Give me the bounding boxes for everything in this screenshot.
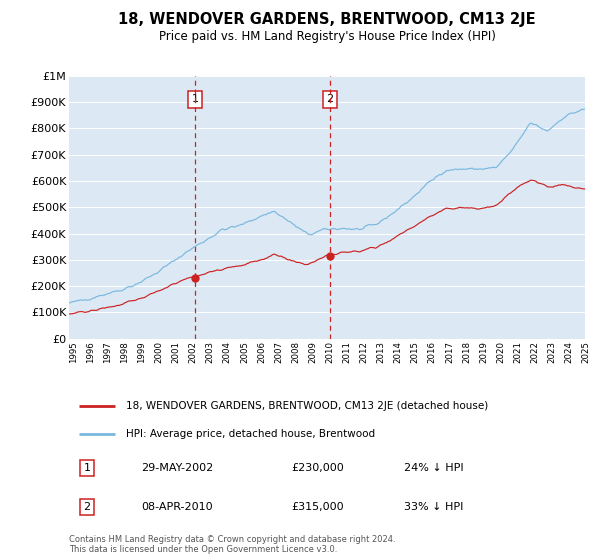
Text: £315,000: £315,000 bbox=[291, 502, 344, 512]
Text: 2020: 2020 bbox=[496, 341, 505, 363]
Text: 1: 1 bbox=[191, 94, 199, 104]
Text: Contains HM Land Registry data © Crown copyright and database right 2024.
This d: Contains HM Land Registry data © Crown c… bbox=[69, 535, 395, 554]
Text: 1998: 1998 bbox=[120, 341, 129, 363]
Text: Price paid vs. HM Land Registry's House Price Index (HPI): Price paid vs. HM Land Registry's House … bbox=[158, 30, 496, 43]
Text: 2005: 2005 bbox=[240, 341, 249, 363]
Text: 2024: 2024 bbox=[565, 341, 574, 363]
Text: £230,000: £230,000 bbox=[291, 463, 344, 473]
Text: 2010: 2010 bbox=[325, 341, 334, 363]
Text: 2023: 2023 bbox=[547, 341, 556, 363]
Text: HPI: Average price, detached house, Brentwood: HPI: Average price, detached house, Bren… bbox=[126, 429, 375, 439]
Text: 1999: 1999 bbox=[137, 341, 146, 362]
Text: 2004: 2004 bbox=[223, 341, 232, 363]
Text: 18, WENDOVER GARDENS, BRENTWOOD, CM13 2JE (detached house): 18, WENDOVER GARDENS, BRENTWOOD, CM13 2J… bbox=[126, 401, 488, 411]
Text: 2003: 2003 bbox=[206, 341, 215, 363]
Text: 2025: 2025 bbox=[581, 341, 590, 363]
Text: 2021: 2021 bbox=[513, 341, 522, 363]
Text: 2: 2 bbox=[83, 502, 91, 512]
Text: 2019: 2019 bbox=[479, 341, 488, 363]
Text: 2017: 2017 bbox=[445, 341, 454, 363]
Text: 08-APR-2010: 08-APR-2010 bbox=[141, 502, 213, 512]
Text: 1995: 1995 bbox=[69, 341, 78, 363]
Text: 2009: 2009 bbox=[308, 341, 317, 363]
Text: 2016: 2016 bbox=[428, 341, 437, 363]
Text: 2002: 2002 bbox=[188, 341, 197, 363]
Text: 2014: 2014 bbox=[394, 341, 403, 363]
Text: 2008: 2008 bbox=[291, 341, 300, 363]
Text: 2011: 2011 bbox=[343, 341, 352, 363]
Text: 2022: 2022 bbox=[530, 341, 539, 363]
Text: 2007: 2007 bbox=[274, 341, 283, 363]
Text: 2000: 2000 bbox=[154, 341, 163, 363]
Text: 24% ↓ HPI: 24% ↓ HPI bbox=[404, 463, 464, 473]
Text: 2006: 2006 bbox=[257, 341, 266, 363]
Text: 18, WENDOVER GARDENS, BRENTWOOD, CM13 2JE: 18, WENDOVER GARDENS, BRENTWOOD, CM13 2J… bbox=[118, 12, 536, 26]
Text: 2001: 2001 bbox=[172, 341, 181, 363]
Text: 2: 2 bbox=[326, 94, 334, 104]
Text: 1: 1 bbox=[83, 463, 91, 473]
Text: 33% ↓ HPI: 33% ↓ HPI bbox=[404, 502, 464, 512]
Text: 1997: 1997 bbox=[103, 341, 112, 363]
Text: 2013: 2013 bbox=[377, 341, 386, 363]
Text: 2015: 2015 bbox=[411, 341, 420, 363]
Text: 1996: 1996 bbox=[86, 341, 95, 363]
Text: 29-MAY-2002: 29-MAY-2002 bbox=[141, 463, 214, 473]
Text: 2018: 2018 bbox=[462, 341, 471, 363]
Text: 2012: 2012 bbox=[359, 341, 368, 363]
